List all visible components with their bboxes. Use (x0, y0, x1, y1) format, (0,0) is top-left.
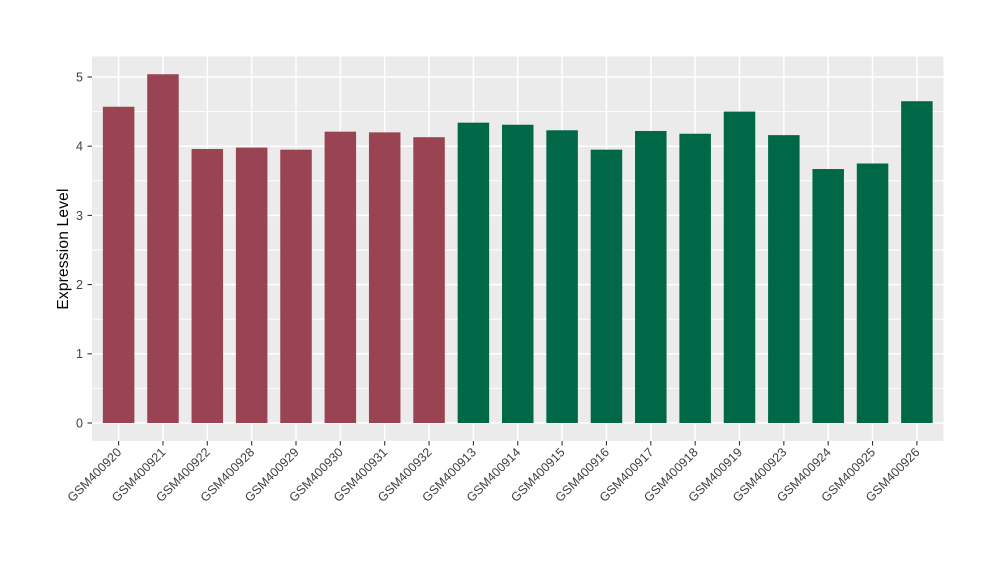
bar-GSM400914 (502, 124, 534, 424)
bar-GSM400920 (102, 106, 135, 424)
bar-GSM400915 (546, 130, 578, 423)
bar-GSM400928 (235, 147, 268, 424)
bar-GSM400916 (590, 149, 623, 423)
y-axis-title: Expression Level (55, 188, 72, 310)
bar-GSM400924 (812, 169, 844, 423)
y-tick-label: 3 (76, 209, 83, 223)
bar-GSM400925 (856, 163, 889, 423)
bar-GSM400931 (368, 132, 401, 424)
bar-GSM400922 (191, 148, 224, 423)
y-tick-label: 2 (76, 278, 83, 292)
bar-GSM400918 (679, 133, 711, 423)
bar-GSM400919 (723, 111, 756, 423)
bar-GSM400930 (324, 131, 357, 423)
y-tick-label: 1 (76, 347, 83, 361)
bar-GSM400913 (457, 122, 490, 423)
bar-GSM400923 (768, 135, 800, 424)
bar-GSM400932 (413, 137, 445, 424)
bar-GSM400926 (901, 101, 933, 423)
bar-GSM400929 (280, 149, 312, 423)
y-tick-label: 4 (76, 140, 83, 154)
bar-GSM400921 (147, 74, 179, 424)
y-tick-label: 5 (76, 70, 83, 84)
y-tick-label: 0 (76, 416, 83, 430)
bar-GSM400917 (635, 130, 667, 423)
